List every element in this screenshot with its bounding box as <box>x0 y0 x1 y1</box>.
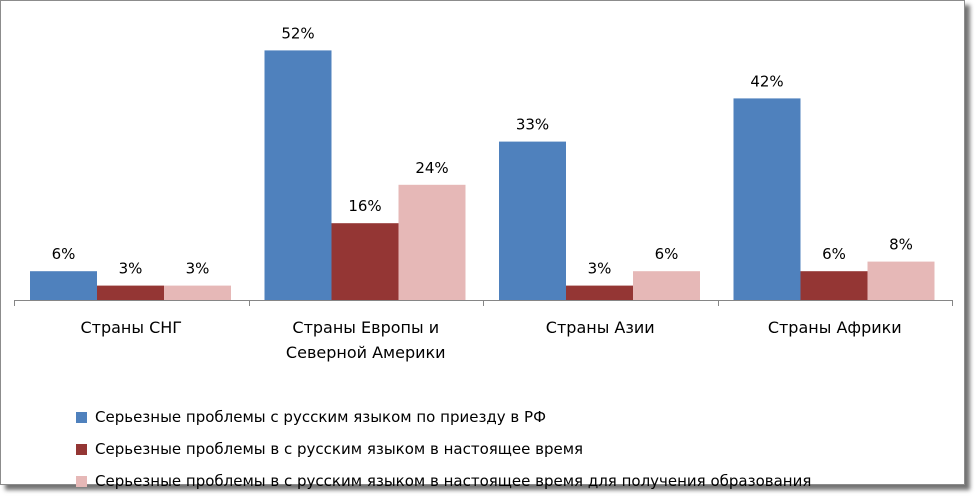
data-label-s2-c3: 3% <box>588 260 612 278</box>
bar-s3-c3 <box>633 271 700 300</box>
legend: Серьезные проблемы с русским языком по п… <box>76 401 811 497</box>
data-label-s2-c4: 6% <box>822 245 846 263</box>
data-label-s1-c2: 52% <box>281 24 314 42</box>
legend-item-3: Серьезные проблемы в с русским языком в … <box>76 465 811 497</box>
bar-s1-c3 <box>499 141 566 300</box>
data-label-s3-c4: 8% <box>889 236 913 254</box>
x-tick-label-4-line-1: Страны Африки <box>768 318 902 337</box>
data-label-s1-c4: 42% <box>750 72 783 90</box>
data-label-s2-c2: 16% <box>348 197 381 215</box>
x-tick-label-3-line-1: Страны Азии <box>546 318 655 337</box>
bar-s3-c4 <box>867 261 935 300</box>
legend-swatch-3 <box>76 475 87 487</box>
legend-label-3: Серьезные проблемы в с русским языком в … <box>95 472 812 490</box>
bar-s2-c1 <box>97 285 164 300</box>
bar-s1-c4 <box>733 98 801 301</box>
legend-label-2: Серьезные проблемы в с русским языком в … <box>95 440 584 458</box>
bar-s2-c4 <box>800 271 868 300</box>
bar-s1-c1 <box>30 271 97 300</box>
bar-s3-c2 <box>398 184 466 300</box>
bar-s1-c2 <box>264 50 332 301</box>
bar-s2-c3 <box>566 285 633 300</box>
legend-swatch-1 <box>76 411 87 423</box>
x-tick-label-2-line-2: Северной Америки <box>286 343 446 362</box>
x-tick-label-2-line-1: Страны Европы и <box>292 318 439 337</box>
legend-label-1: Серьезные проблемы с русским языком по п… <box>95 408 546 426</box>
x-tick-label-1-line-1: Страны СНГ <box>80 318 182 337</box>
bar-chart: 6% 52% 33% 42% 3% 16% 3% 6% 3% 24% 6% 8% Страны СНГ С… <box>14 24 953 362</box>
data-label-s3-c2: 24% <box>415 159 448 177</box>
data-label-s1-c3: 33% <box>516 116 549 134</box>
bar-s2-c2 <box>331 223 399 300</box>
bar-s3-c1 <box>164 285 231 300</box>
data-label-s3-c3: 6% <box>655 245 679 263</box>
data-label-s2-c1: 3% <box>119 260 143 278</box>
chart-frame: 6% 52% 33% 42% 3% 16% 3% 6% 3% 24% 6% 8% Страны СНГ С… <box>0 0 965 490</box>
data-label-s1-c1: 6% <box>52 245 76 263</box>
legend-item-1: Серьезные проблемы с русским языком по п… <box>76 401 811 433</box>
legend-swatch-2 <box>76 443 87 455</box>
data-label-s3-c1: 3% <box>186 260 210 278</box>
legend-item-2: Серьезные проблемы в с русским языком в … <box>76 433 811 465</box>
